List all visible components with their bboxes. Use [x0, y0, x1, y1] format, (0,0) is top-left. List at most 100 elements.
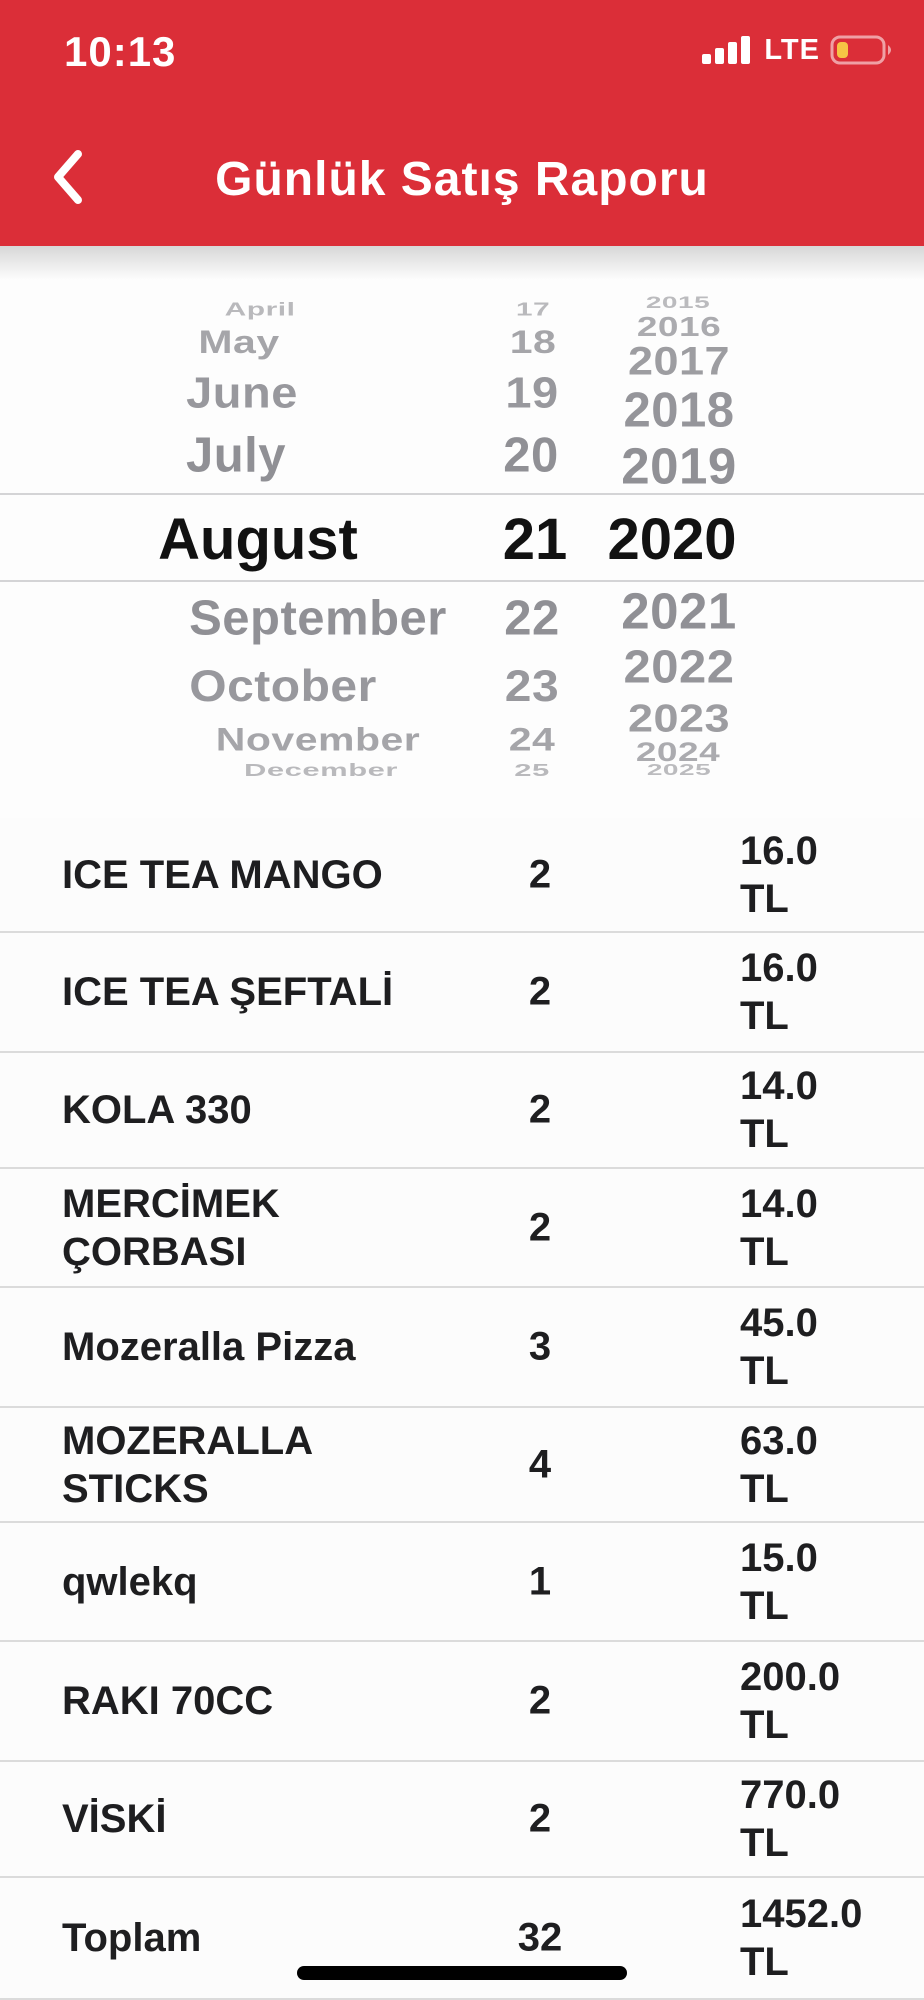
- item-quantity: 1: [528, 1559, 552, 1603]
- year-wheel-option[interactable]: 2017: [627, 338, 731, 384]
- item-name: KOLA 330: [62, 1088, 252, 1132]
- currency-label: TL: [740, 876, 789, 921]
- year-wheel-option[interactable]: 2018: [623, 383, 735, 438]
- item-amount: 200.0 TL: [740, 1653, 840, 1749]
- item-name: qwlekq: [62, 1559, 198, 1604]
- report-row: MERCİMEK ÇORBASI 2 14.0 TL: [0, 1169, 924, 1288]
- item-name: ICE TEA MANGO: [62, 852, 383, 897]
- item-quantity: 3: [528, 1324, 552, 1369]
- report-row: ICE TEA ŞEFTALİ 2 16.0 TL: [0, 933, 924, 1053]
- report-row: Toplam 32 1452.0 TL: [0, 1878, 924, 2000]
- year-wheel-option[interactable]: 2015: [645, 293, 711, 312]
- report-list[interactable]: ICE TEA MANGO 2 16.0 TL ICE TEA ŞEFTALİ …: [0, 818, 924, 2000]
- year-wheel-option[interactable]: 2025: [646, 761, 712, 779]
- item-amount: 770.0 TL: [740, 1771, 840, 1867]
- currency-label: TL: [740, 1703, 789, 1747]
- amount-value: 14.0: [740, 1181, 818, 1226]
- currency-label: TL: [740, 994, 789, 1038]
- day-wheel-option[interactable]: 22: [504, 591, 560, 646]
- currency-label: TL: [740, 1112, 789, 1156]
- day-wheel-option[interactable]: 23: [504, 661, 560, 712]
- report-row: KOLA 330 2 14.0 TL: [0, 1053, 924, 1169]
- picker-selection-hairline-top: [0, 493, 924, 495]
- year-wheel-option[interactable]: 2019: [621, 437, 737, 495]
- month-wheel-option[interactable]: May: [198, 323, 280, 360]
- amount-value: 200.0: [740, 1655, 841, 1699]
- currency-label: TL: [740, 1349, 789, 1393]
- network-type-label: LTE: [764, 33, 820, 66]
- amount-value: 1452.0: [740, 1892, 863, 1936]
- report-row: MOZERALLA STICKS 4 63.0 TL: [0, 1408, 924, 1523]
- amount-value: 16.0: [740, 946, 818, 990]
- page-title: Günlük Satış Raporu: [215, 153, 709, 206]
- nav-header: 10:13 LTE Günlük Satış: [0, 0, 924, 246]
- item-name: Toplam: [62, 1916, 202, 1960]
- currency-label: TL: [740, 1940, 789, 1984]
- selected-month[interactable]: August: [158, 507, 358, 572]
- report-row: qwlekq 1 15.0 TL: [0, 1523, 924, 1642]
- header-shadow: [0, 246, 924, 280]
- amount-value: 45.0: [740, 1301, 818, 1345]
- month-wheel-option[interactable]: April: [224, 299, 296, 320]
- year-wheel-option[interactable]: 2022: [623, 641, 735, 694]
- month-wheel-option[interactable]: November: [215, 721, 421, 758]
- selected-day[interactable]: 21: [502, 507, 568, 572]
- item-name: RAKI 70CC: [62, 1679, 274, 1723]
- report-row: VİSKİ 2 770.0 TL: [0, 1762, 924, 1878]
- picker-selection-hairline-bottom: [0, 580, 924, 582]
- year-wheel-option[interactable]: 2023: [627, 696, 731, 740]
- item-quantity: 2: [528, 969, 552, 1014]
- item-quantity: 4: [528, 1442, 552, 1486]
- day-wheel-option[interactable]: 25: [514, 759, 550, 781]
- item-name: VİSKİ: [62, 1797, 167, 1841]
- item-quantity: 2: [528, 1205, 552, 1249]
- item-name: MERCİMEK ÇORBASI: [62, 1181, 280, 1274]
- currency-label: TL: [740, 1229, 789, 1274]
- day-wheel-option[interactable]: 19: [505, 367, 559, 417]
- item-amount: 16.0 TL: [740, 944, 818, 1040]
- month-wheel-option[interactable]: June: [186, 367, 298, 417]
- date-picker[interactable]: August 21 2020 April May June July September…: [0, 246, 924, 818]
- month-wheel-option[interactable]: October: [189, 661, 377, 712]
- signal-strength-icon: [702, 36, 751, 64]
- status-time: 10:13: [64, 28, 177, 75]
- amount-value: 770.0: [740, 1773, 841, 1817]
- battery-low-icon: [830, 35, 891, 65]
- year-wheel-option[interactable]: 2024: [635, 737, 721, 767]
- amount-value: 16.0: [740, 828, 818, 873]
- item-name: MOZERALLA STICKS: [62, 1418, 312, 1511]
- item-amount: 14.0 TL: [740, 1180, 818, 1276]
- item-quantity: 2: [528, 1678, 552, 1723]
- back-button[interactable]: [36, 144, 100, 210]
- home-indicator[interactable]: [297, 1966, 627, 1980]
- amount-value: 14.0: [740, 1064, 818, 1108]
- selected-year[interactable]: 2020: [607, 507, 737, 572]
- item-quantity: 32: [517, 1915, 563, 1960]
- item-quantity: 2: [528, 1796, 552, 1841]
- item-name: Mozeralla Pizza: [62, 1325, 356, 1369]
- report-row: Mozeralla Pizza 3 45.0 TL: [0, 1288, 924, 1408]
- amount-value: 15.0: [740, 1535, 818, 1580]
- item-quantity: 2: [528, 852, 552, 896]
- year-wheel-option[interactable]: 2016: [636, 311, 722, 343]
- chevron-left-icon: [54, 150, 82, 204]
- day-wheel-option[interactable]: 18: [509, 323, 557, 360]
- amount-value: 63.0: [740, 1418, 818, 1463]
- report-row: ICE TEA MANGO 2 16.0 TL: [0, 818, 924, 933]
- day-wheel-option[interactable]: 20: [503, 428, 559, 483]
- month-wheel-option[interactable]: July: [185, 428, 287, 483]
- status-icons: LTE: [702, 30, 896, 70]
- item-amount: 63.0 TL: [740, 1417, 818, 1513]
- item-quantity: 2: [528, 1087, 552, 1132]
- item-name: ICE TEA ŞEFTALİ: [62, 970, 394, 1014]
- day-wheel-option[interactable]: 17: [515, 299, 551, 320]
- month-wheel-option[interactable]: September: [189, 591, 447, 646]
- item-amount: 15.0 TL: [740, 1534, 818, 1630]
- item-amount: 1452.0 TL: [740, 1890, 862, 1986]
- item-amount: 14.0 TL: [740, 1062, 818, 1158]
- month-wheel-option[interactable]: December: [244, 759, 398, 781]
- year-wheel-option[interactable]: 2021: [621, 582, 737, 640]
- currency-label: TL: [740, 1821, 789, 1865]
- day-wheel-option[interactable]: 24: [508, 721, 556, 758]
